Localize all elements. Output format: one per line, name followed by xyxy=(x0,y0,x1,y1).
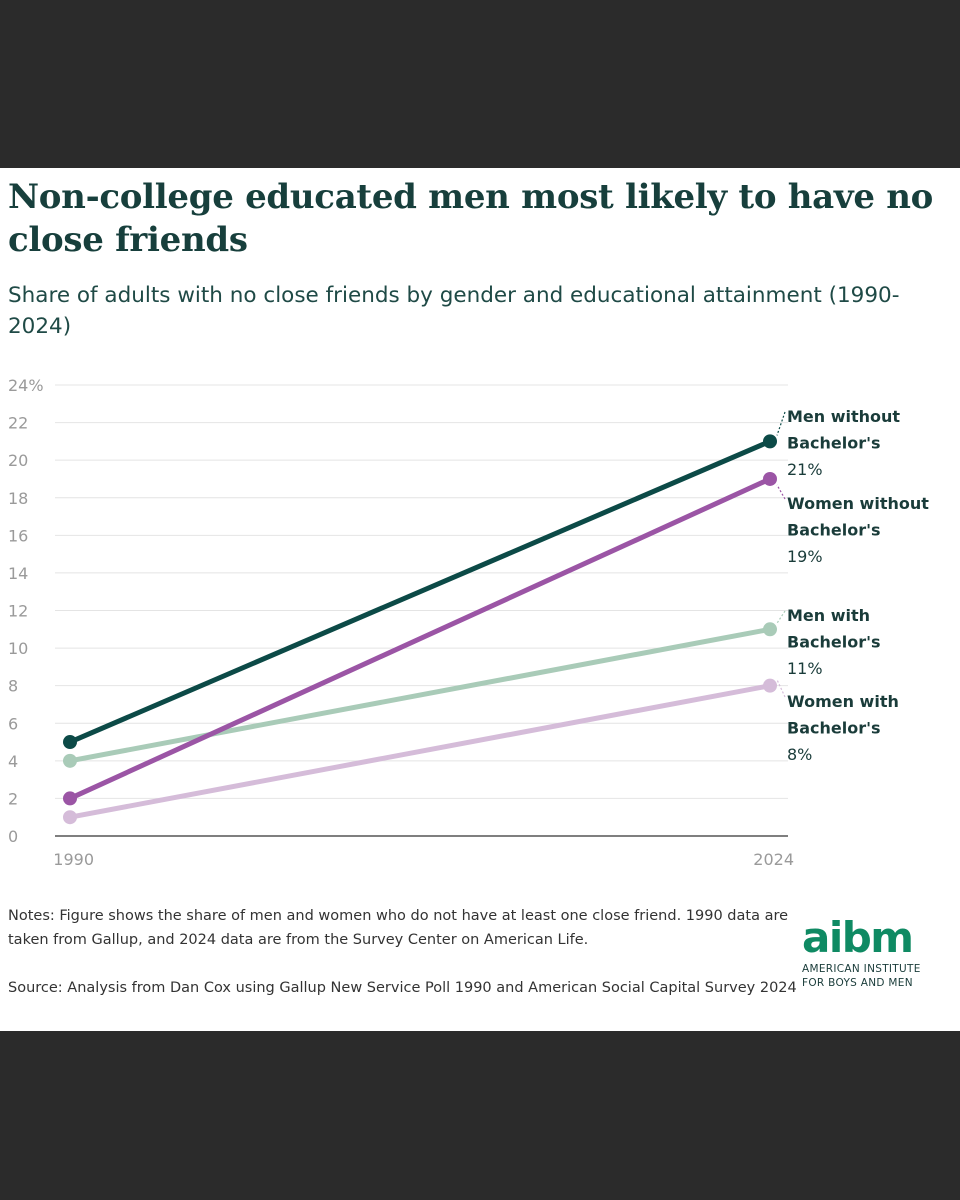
label-leader xyxy=(776,411,786,436)
series-label-line-1: Women without xyxy=(787,494,929,513)
aibm-logo: aibm AMERICAN INSTITUTE FOR BOYS AND MEN xyxy=(802,913,952,990)
logo-text: AMERICAN INSTITUTE FOR BOYS AND MEN xyxy=(802,962,952,990)
data-point xyxy=(63,735,77,750)
logo-mark: aibm xyxy=(802,913,914,962)
series-label-line-1: Men without xyxy=(787,407,900,426)
series-lines xyxy=(63,434,777,825)
y-tick-label: 22 xyxy=(8,414,28,433)
label-leaders xyxy=(776,411,786,698)
series-line xyxy=(67,438,773,745)
chart-source: Source: Analysis from Dan Cox using Gall… xyxy=(8,980,797,996)
data-point xyxy=(63,753,77,768)
series-end-value: 8% xyxy=(787,745,812,764)
y-tick-label: 8 xyxy=(8,677,18,696)
label-leader xyxy=(776,679,786,698)
series-label-line-1: Men with xyxy=(787,606,870,625)
series-end-value: 19% xyxy=(787,547,823,566)
data-point xyxy=(763,678,777,693)
data-point xyxy=(63,791,77,806)
chart-card: Non-college educated men most likely to … xyxy=(0,168,960,1031)
data-point xyxy=(63,810,77,825)
label-leader xyxy=(776,610,786,624)
series-labels: Women with Bachelor's 8% Men with Bachelor's… xyxy=(787,407,929,764)
y-tick-label: 0 xyxy=(8,827,18,846)
y-tick-label: 4 xyxy=(8,752,18,771)
series-line xyxy=(67,683,773,820)
series-end-value: 11% xyxy=(787,659,823,678)
y-tick-label: 20 xyxy=(8,451,28,470)
series-line xyxy=(67,626,773,764)
x-axis-ticks: 1990 2024 xyxy=(53,850,794,869)
data-point xyxy=(763,471,777,486)
top-letterbox xyxy=(0,0,960,168)
bottom-letterbox xyxy=(0,1031,960,1200)
y-tick-label: 10 xyxy=(8,639,28,658)
logo-line-1: AMERICAN INSTITUTE xyxy=(802,963,921,975)
label-leader xyxy=(776,484,786,500)
gridlines xyxy=(55,384,788,837)
y-tick-label: 12 xyxy=(8,602,28,621)
logo-line-2: FOR BOYS AND MEN xyxy=(802,977,913,989)
y-axis-ticks: 0 2 4 6 8 10 12 14 16 18 20 22 24% xyxy=(8,376,44,846)
series-label-line-2: Bachelor's xyxy=(787,719,881,738)
series-label-line-2: Bachelor's xyxy=(787,521,881,540)
series-end-value: 21% xyxy=(787,460,823,479)
series-label-line-1: Women with xyxy=(787,692,899,711)
y-tick-label: 18 xyxy=(8,489,28,508)
x-tick-label: 1990 xyxy=(53,850,94,869)
y-tick-label: 24% xyxy=(8,376,44,395)
series-label-line-2: Bachelor's xyxy=(787,633,881,652)
series-line xyxy=(67,476,773,801)
data-point xyxy=(763,622,777,637)
series-label-line-2: Bachelor's xyxy=(787,434,881,453)
y-tick-label: 14 xyxy=(8,564,28,583)
x-tick-label: 2024 xyxy=(753,850,794,869)
chart-subtitle: Share of adults with no close friends by… xyxy=(8,283,900,339)
line-chart: 0 2 4 6 8 10 12 14 16 18 20 22 24% 1990 2024 Women wi… xyxy=(8,376,929,869)
chart-notes: Notes: Figure shows the share of men and… xyxy=(8,908,789,948)
data-point xyxy=(763,434,777,449)
y-tick-label: 6 xyxy=(8,714,18,733)
y-tick-label: 2 xyxy=(8,789,18,808)
y-tick-label: 16 xyxy=(8,526,28,545)
chart-title: Non-college educated men most likely to … xyxy=(8,177,934,260)
